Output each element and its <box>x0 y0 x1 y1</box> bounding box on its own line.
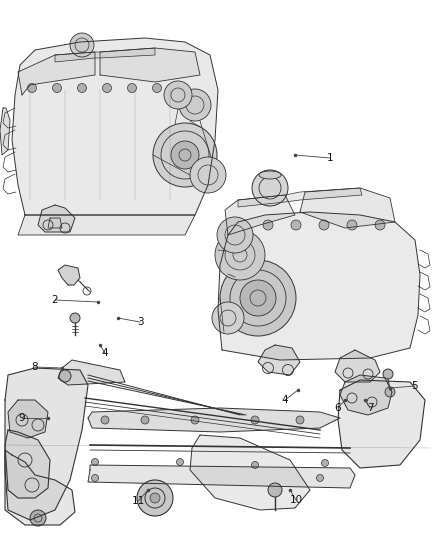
Circle shape <box>190 157 226 193</box>
Circle shape <box>235 220 245 230</box>
Circle shape <box>252 170 288 206</box>
Text: 5: 5 <box>412 381 418 391</box>
Circle shape <box>291 220 301 230</box>
Circle shape <box>171 141 199 169</box>
Circle shape <box>177 84 187 93</box>
Circle shape <box>383 369 393 379</box>
Polygon shape <box>38 205 75 232</box>
Circle shape <box>127 84 137 93</box>
Circle shape <box>268 483 282 497</box>
Circle shape <box>177 458 184 465</box>
Circle shape <box>220 260 296 336</box>
Polygon shape <box>88 408 340 432</box>
Polygon shape <box>225 195 295 235</box>
Text: 4: 4 <box>102 348 108 358</box>
Circle shape <box>215 230 265 280</box>
Circle shape <box>141 416 149 424</box>
Circle shape <box>102 84 112 93</box>
Polygon shape <box>12 38 218 215</box>
Polygon shape <box>5 430 50 498</box>
Polygon shape <box>335 350 380 382</box>
Circle shape <box>150 493 160 503</box>
Text: 1: 1 <box>327 153 333 163</box>
Polygon shape <box>55 48 155 62</box>
Circle shape <box>319 220 329 230</box>
Text: 8: 8 <box>32 362 38 372</box>
Circle shape <box>317 474 324 481</box>
Circle shape <box>179 89 211 121</box>
Circle shape <box>251 416 259 424</box>
Circle shape <box>385 387 395 397</box>
Circle shape <box>251 462 258 469</box>
Circle shape <box>240 280 276 316</box>
Circle shape <box>217 217 253 253</box>
Polygon shape <box>340 375 392 415</box>
Circle shape <box>164 81 192 109</box>
Polygon shape <box>100 48 200 82</box>
Polygon shape <box>5 368 88 520</box>
Circle shape <box>347 220 357 230</box>
Circle shape <box>30 510 46 526</box>
Circle shape <box>321 459 328 466</box>
Circle shape <box>53 84 61 93</box>
Circle shape <box>92 458 99 465</box>
Circle shape <box>137 480 173 516</box>
Polygon shape <box>218 212 420 360</box>
Polygon shape <box>338 380 425 468</box>
Circle shape <box>101 416 109 424</box>
Polygon shape <box>48 218 62 228</box>
Circle shape <box>375 220 385 230</box>
Circle shape <box>70 313 80 323</box>
Polygon shape <box>18 215 195 235</box>
Circle shape <box>70 33 94 57</box>
Polygon shape <box>8 400 48 438</box>
Polygon shape <box>190 435 310 510</box>
Polygon shape <box>18 52 95 95</box>
Polygon shape <box>5 450 75 525</box>
Circle shape <box>28 84 36 93</box>
Polygon shape <box>258 345 300 375</box>
Text: 9: 9 <box>19 413 25 423</box>
Circle shape <box>191 416 199 424</box>
Circle shape <box>296 416 304 424</box>
Polygon shape <box>58 265 80 285</box>
Circle shape <box>212 302 244 334</box>
Circle shape <box>92 474 99 481</box>
Polygon shape <box>0 108 10 155</box>
Circle shape <box>59 370 71 382</box>
Text: 11: 11 <box>131 496 145 506</box>
Text: 2: 2 <box>52 295 58 305</box>
Ellipse shape <box>259 171 281 179</box>
Text: 6: 6 <box>335 403 341 413</box>
Circle shape <box>153 123 217 187</box>
Text: 3: 3 <box>137 317 143 327</box>
Text: 4: 4 <box>282 395 288 405</box>
Polygon shape <box>238 188 362 207</box>
Polygon shape <box>300 188 395 228</box>
Text: 7: 7 <box>367 403 373 413</box>
Text: 10: 10 <box>290 495 303 505</box>
Circle shape <box>263 220 273 230</box>
Circle shape <box>152 84 162 93</box>
Circle shape <box>78 84 86 93</box>
Polygon shape <box>88 465 355 488</box>
Polygon shape <box>58 360 125 385</box>
